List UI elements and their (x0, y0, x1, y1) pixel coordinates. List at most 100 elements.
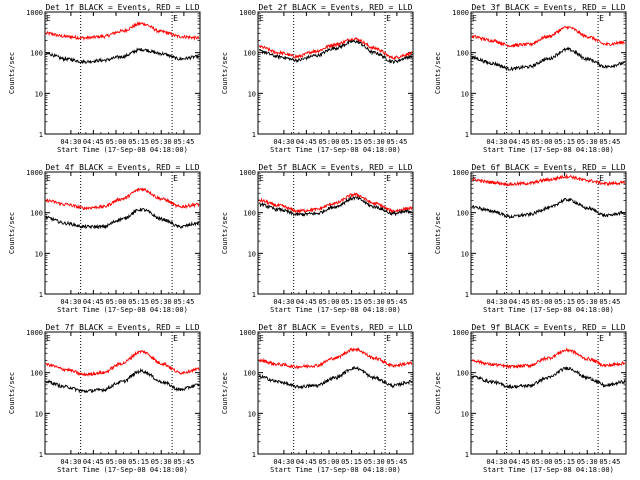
panel-title: Det 7f BLACK = Events, RED = LLD (45, 323, 199, 332)
x-tick-label: 04:45 (296, 298, 317, 306)
y-tick-label: 10 (248, 410, 256, 418)
y-tick-label: 1000 (452, 9, 469, 17)
series-events-line (258, 39, 413, 65)
event-marker-label: E (46, 334, 51, 343)
x-tick-label: 05:30 (364, 298, 385, 306)
x-tick-label: 05:45 (173, 458, 194, 466)
y-tick-label: 100 (243, 210, 256, 218)
x-tick-label: 04:45 (83, 138, 104, 146)
series-lld-line (45, 187, 200, 211)
y-tick-label: 10 (35, 250, 43, 258)
x-tick-label: 05:00 (318, 138, 339, 146)
y-tick-label: 1 (465, 131, 469, 139)
event-marker-label: E (386, 334, 391, 343)
event-marker-label: E (173, 174, 178, 183)
series-lld-line (471, 25, 626, 49)
y-tick-label: 100 (243, 370, 256, 378)
x-tick-label: 05:15 (128, 138, 149, 146)
x-tick-label: 05:30 (151, 298, 172, 306)
series-events-line (258, 195, 413, 217)
y-tick-label: 100 (243, 50, 256, 58)
detector-panel-4: Det 4f BLACK = Events, RED = LLD 1 10 100 10… (8, 163, 201, 314)
x-tick-label: 05:45 (386, 458, 407, 466)
detector-panel-6: Det 6f BLACK = Events, RED = LLD 1 10 100 10… (434, 163, 627, 314)
series-events-line (471, 366, 626, 389)
y-tick-label: 1000 (452, 329, 469, 337)
series-lld-line (45, 21, 200, 42)
x-tick-label: 05:45 (386, 298, 407, 306)
y-tick-label: 1000 (239, 9, 256, 17)
event-marker-label: E (46, 174, 51, 183)
x-tick-label: 05:00 (105, 298, 126, 306)
series-lld-line (45, 349, 200, 377)
x-tick-label: 04:30 (486, 138, 507, 146)
event-marker-label: E (386, 14, 391, 23)
y-axis-label: Counts/sec (434, 372, 442, 414)
detector-panel-5: Det 5f BLACK = Events, RED = LLD 1 10 100 10… (221, 163, 414, 314)
y-axis-label: Counts/sec (8, 52, 16, 94)
series-events-line (471, 46, 626, 72)
x-tick-label: 04:30 (486, 458, 507, 466)
x-axis-label: Start Time (17-Sep-08 04:18:00) (57, 146, 188, 154)
x-tick-label: 04:45 (509, 458, 530, 466)
x-tick-label: 05:30 (151, 138, 172, 146)
y-tick-label: 1000 (26, 329, 43, 337)
x-tick-label: 05:15 (128, 298, 149, 306)
y-tick-label: 100 (456, 50, 469, 58)
y-tick-label: 10 (248, 250, 256, 258)
x-tick-label: 05:15 (341, 138, 362, 146)
detector-panel-1: Det 1f BLACK = Events, RED = LLD 1 10 100 10… (8, 3, 201, 154)
event-marker-label: E (259, 174, 264, 183)
x-tick-label: 05:15 (341, 458, 362, 466)
plot-frame (257, 171, 414, 295)
x-tick-label: 05:00 (531, 138, 552, 146)
y-tick-label: 1000 (26, 169, 43, 177)
x-tick-label: 04:45 (509, 138, 530, 146)
x-tick-label: 04:45 (83, 458, 104, 466)
y-axis-label: Counts/sec (8, 372, 16, 414)
x-tick-label: 04:30 (273, 458, 294, 466)
x-tick-label: 05:45 (599, 138, 620, 146)
event-marker-label: E (386, 174, 391, 183)
plot-frame (257, 11, 414, 135)
panel-title: Det 8f BLACK = Events, RED = LLD (258, 323, 412, 332)
y-tick-label: 1000 (26, 9, 43, 17)
event-marker-label: E (472, 334, 477, 343)
series-events-line (45, 367, 200, 394)
y-axis-label: Counts/sec (221, 372, 229, 414)
y-axis-label: Counts/sec (434, 52, 442, 94)
series-lld-line (471, 347, 626, 370)
x-tick-label: 05:45 (173, 138, 194, 146)
y-axis-label: Counts/sec (434, 212, 442, 254)
series-events-line (471, 197, 626, 220)
plot-frame (470, 331, 627, 455)
plot-frame (470, 11, 627, 135)
x-tick-label: 05:30 (364, 458, 385, 466)
x-tick-label: 04:30 (60, 138, 81, 146)
series-lld-line (471, 173, 626, 187)
panel-title: Det 5f BLACK = Events, RED = LLD (258, 163, 412, 172)
event-marker-label: E (259, 334, 264, 343)
event-marker-label: E (472, 14, 477, 23)
y-tick-label: 1 (252, 291, 256, 299)
y-tick-label: 1 (252, 131, 256, 139)
x-tick-label: 04:45 (509, 298, 530, 306)
plot-frame (44, 331, 201, 455)
y-tick-label: 10 (35, 90, 43, 98)
panel-title: Det 2f BLACK = Events, RED = LLD (258, 3, 412, 12)
y-tick-label: 10 (461, 410, 469, 418)
x-tick-label: 05:45 (599, 298, 620, 306)
y-tick-label: 1 (252, 451, 256, 459)
detector-panel-7: Det 7f BLACK = Events, RED = LLD 1 10 100 10… (8, 323, 201, 474)
x-tick-label: 05:00 (318, 298, 339, 306)
detector-panel-9: Det 9f BLACK = Events, RED = LLD 1 10 100 10… (434, 323, 627, 474)
x-tick-label: 05:30 (577, 298, 598, 306)
x-axis-label: Start Time (17-Sep-08 04:18:00) (483, 466, 614, 474)
event-marker-label: E (599, 174, 604, 183)
plot-frame (44, 11, 201, 135)
y-tick-label: 1 (465, 291, 469, 299)
x-tick-label: 05:45 (386, 138, 407, 146)
event-marker-label: E (46, 14, 51, 23)
y-tick-label: 100 (456, 210, 469, 218)
x-axis-label: Start Time (17-Sep-08 04:18:00) (483, 146, 614, 154)
